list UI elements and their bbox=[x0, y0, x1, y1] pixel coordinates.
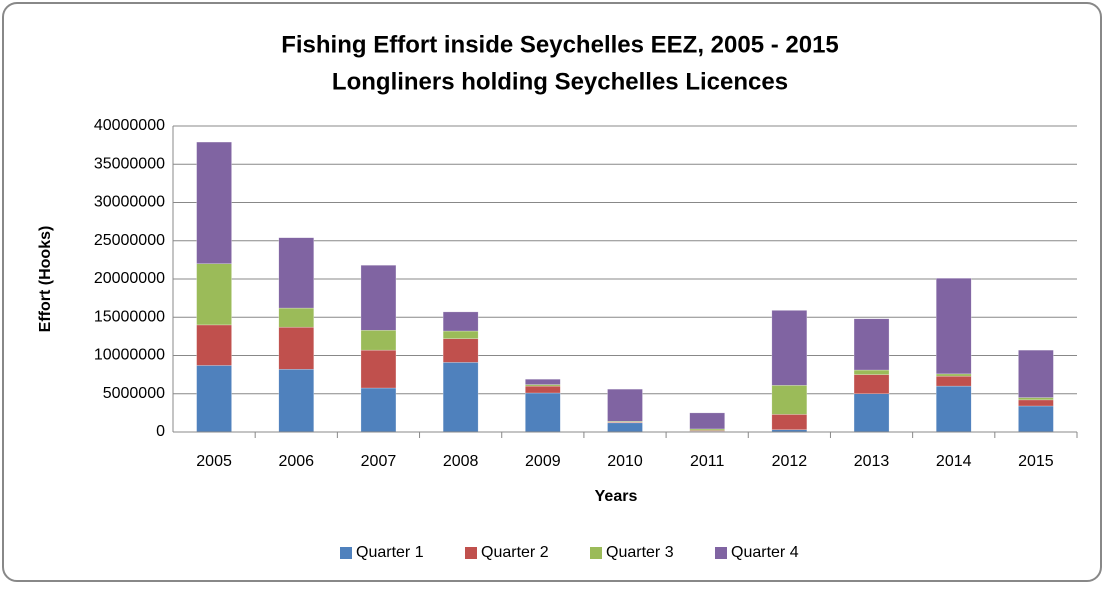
legend-label: Quarter 1 bbox=[356, 544, 424, 561]
bar-segment bbox=[607, 388, 643, 422]
x-tick-label: 2014 bbox=[936, 453, 972, 470]
y-tick-label: 15000000 bbox=[94, 308, 165, 325]
bar-segment bbox=[278, 326, 315, 370]
x-tick-label: 2013 bbox=[854, 453, 890, 470]
x-tick-label: 2015 bbox=[1018, 453, 1054, 470]
bar-segment bbox=[525, 378, 561, 385]
bar-segment bbox=[278, 237, 315, 309]
y-axis-label: Effort (Hooks) bbox=[37, 226, 54, 333]
bar-segment bbox=[196, 365, 232, 433]
x-tick-label: 2010 bbox=[607, 453, 643, 470]
bar-segment bbox=[935, 375, 972, 387]
y-tick-label: 0 bbox=[156, 423, 165, 440]
bar-segment bbox=[853, 369, 890, 375]
bar-segment bbox=[196, 324, 232, 366]
bar-segment bbox=[525, 385, 561, 394]
legend-swatch bbox=[340, 547, 352, 559]
legend-swatch bbox=[590, 547, 602, 559]
bar-segment bbox=[442, 330, 479, 339]
bar-segment bbox=[442, 311, 479, 332]
x-tick-label: 2011 bbox=[690, 453, 725, 470]
x-tick-label: 2009 bbox=[525, 453, 561, 470]
bar-segment bbox=[853, 318, 890, 371]
y-tick-label: 20000000 bbox=[94, 270, 165, 287]
legend-swatch bbox=[465, 547, 477, 559]
chart-title: Fishing Effort inside Seychelles EEZ, 20… bbox=[281, 31, 839, 58]
bar-segment bbox=[771, 385, 808, 415]
bar-segment bbox=[935, 373, 972, 377]
bar-segment bbox=[771, 414, 808, 430]
chart-subtitle: Longliners holding Seychelles Licences bbox=[332, 68, 788, 95]
legend-label: Quarter 2 bbox=[481, 544, 549, 561]
bar-segment bbox=[196, 141, 232, 264]
bar-segment bbox=[278, 369, 315, 433]
bar-segment bbox=[442, 338, 479, 363]
bar-segment bbox=[853, 374, 890, 394]
x-tick-label: 2005 bbox=[196, 453, 232, 470]
bar-segment bbox=[771, 310, 808, 386]
x-tick-label: 2007 bbox=[361, 453, 397, 470]
x-tick-label: 2008 bbox=[443, 453, 479, 470]
bar-segment bbox=[1018, 349, 1054, 398]
bar-segment bbox=[1018, 397, 1054, 401]
bar-segment bbox=[525, 392, 561, 433]
bar-segment bbox=[935, 277, 972, 375]
bar-segment bbox=[360, 349, 397, 389]
chart-frame bbox=[2, 2, 1102, 582]
y-tick-label: 25000000 bbox=[94, 232, 165, 249]
legend-label: Quarter 3 bbox=[606, 544, 674, 561]
legend-label: Quarter 4 bbox=[731, 544, 799, 561]
y-tick-label: 30000000 bbox=[94, 194, 165, 211]
bar-segment bbox=[360, 330, 397, 351]
bar-segment bbox=[607, 422, 643, 433]
y-tick-label: 10000000 bbox=[94, 347, 165, 364]
x-tick-label: 2006 bbox=[278, 453, 314, 470]
bar-segment bbox=[935, 385, 972, 433]
bar-segment bbox=[442, 362, 479, 433]
bar-segment bbox=[689, 412, 725, 430]
bar-segment bbox=[278, 307, 315, 328]
x-tick-label: 2012 bbox=[772, 453, 808, 470]
bar-segment bbox=[1018, 405, 1054, 433]
bar-segment bbox=[853, 393, 890, 433]
x-axis-label: Years bbox=[595, 488, 638, 505]
bar-segment bbox=[196, 263, 232, 326]
bar-segment bbox=[360, 387, 397, 433]
bar-segment bbox=[1018, 399, 1054, 407]
y-tick-label: 5000000 bbox=[103, 385, 165, 402]
y-tick-label: 40000000 bbox=[94, 117, 165, 134]
bar-segment bbox=[360, 264, 397, 331]
legend-swatch bbox=[715, 547, 727, 559]
y-tick-label: 35000000 bbox=[94, 155, 165, 172]
